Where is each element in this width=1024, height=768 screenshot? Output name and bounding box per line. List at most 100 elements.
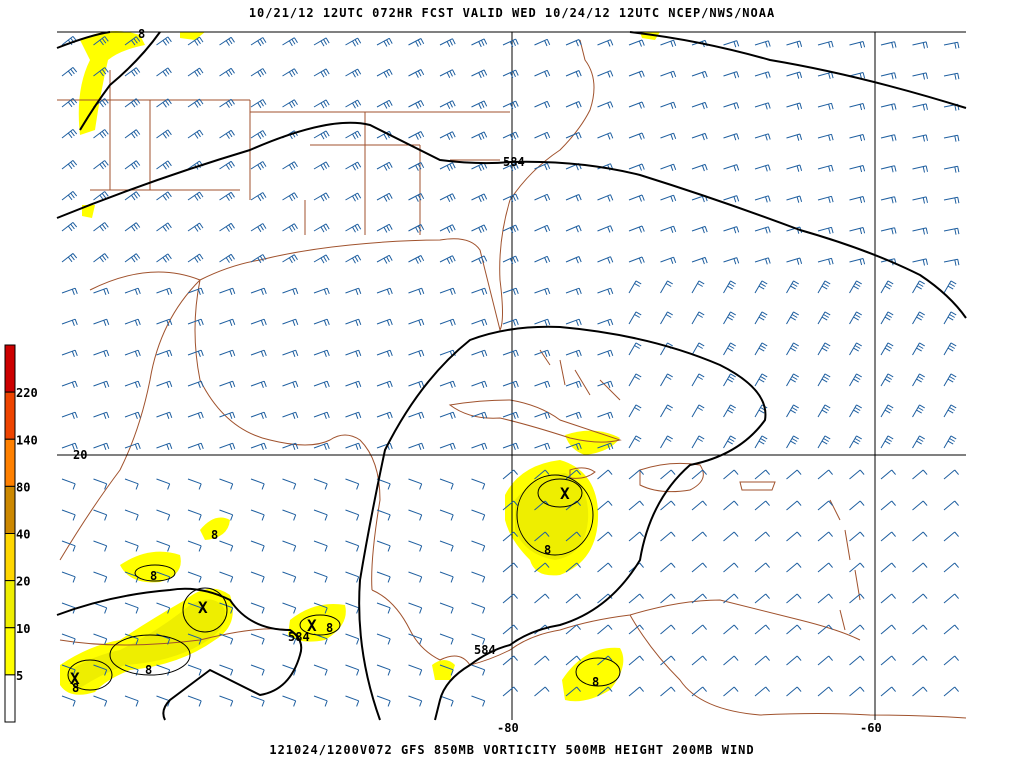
wind-barb [219,664,234,676]
wind-barb [124,695,139,707]
legend-label: 80 [16,480,30,494]
map-title: 10/21/12 12UTC 072HR FCST VALID WED 10/2… [248,6,776,20]
wind-barb [597,624,613,635]
wind-barb [597,287,614,295]
wind-barb [786,373,799,387]
wind-barb [534,411,551,419]
color-legend: 5 10 20 40 80 140 220 [4,344,38,723]
height-contour [56,587,303,721]
wind-barb [471,633,486,645]
wind-barb [345,130,362,140]
wind-barb [439,255,456,265]
wind-barb [880,373,894,387]
wind-barb [219,442,236,450]
wind-barb [912,165,928,173]
wind-barb [534,38,551,47]
wind-barb [93,633,108,645]
wind-barb [471,162,488,172]
wind-barb [282,99,298,109]
legend-swatch [4,674,16,723]
wind-barb [723,686,739,697]
wind-barb [219,222,235,232]
wind-barb [408,100,425,109]
wind-barb [565,655,581,666]
wind-barb [156,380,173,388]
lon-label: -80 [497,721,519,735]
wind-barb [723,500,739,511]
wind-barb [219,540,234,552]
wind-barb [471,571,486,583]
wind-barb [912,624,928,635]
wind-barb [93,380,110,388]
wind-barb [691,70,708,79]
legend-label: 220 [16,386,38,400]
wind-barb [408,695,423,707]
hispaniola [639,462,704,493]
wind-barb [282,68,298,78]
wind-barb [534,318,551,326]
wind-barb [250,571,265,583]
wind-barb [691,225,708,234]
bahamas [539,349,621,401]
wind-barb [691,531,707,542]
height-label: 584 [474,643,496,657]
jamaica [569,467,596,479]
wind-barb [754,686,770,697]
wind-barb [345,192,362,202]
wind-barb [754,280,768,294]
wind-barb [817,435,831,449]
wind-barb [628,39,645,47]
wind-barb [345,540,360,552]
wind-barb [502,224,519,234]
wind-barb [943,469,959,480]
wind-barb [345,571,360,583]
wind-barb [439,162,456,172]
wind-barb [691,655,707,666]
wind-barb [691,280,705,294]
wind-barb [471,478,486,490]
wind-barb [219,695,234,707]
wind-barb [219,478,234,490]
wind-barb [408,633,423,645]
wind-barb [313,68,330,78]
wind-barb [786,562,802,573]
wind-barb [912,531,928,542]
wind-barb [817,373,831,387]
wind-barb [723,195,740,203]
wind-barb [61,129,78,139]
wind-barb [628,593,644,604]
wind-barb [219,287,236,295]
coastlines [57,39,967,719]
wind-barb [817,593,833,604]
wind-barb [250,442,267,450]
wind-barb [187,67,204,77]
wind-barb [471,602,486,614]
wind-barb [628,686,644,697]
wind-barb [313,664,328,676]
wind-barb [534,531,550,542]
wind-barb [849,531,865,542]
wind-barb [471,509,486,521]
wind-barb [534,224,551,233]
height-label: 584 [503,155,525,169]
wind-barb [660,194,677,202]
wind-barb [912,72,928,80]
wind-barb [786,593,802,604]
wind-barb [471,100,488,110]
wind-barb [660,624,676,635]
wind-barb [93,129,109,139]
wind-barb [219,318,236,326]
wind-barb [597,256,614,264]
wind-barb [754,102,771,110]
wind-barb [723,164,740,172]
wind-barb [849,227,866,235]
wind-barb [345,442,362,450]
wind-barb [313,442,330,450]
wind-barb [313,223,330,233]
puerto-rico [739,481,776,491]
wind-barb [345,318,362,326]
wind-barb [660,39,677,47]
wind-barb [912,280,925,294]
wind-barb [849,280,862,294]
wind-barb [754,469,770,480]
